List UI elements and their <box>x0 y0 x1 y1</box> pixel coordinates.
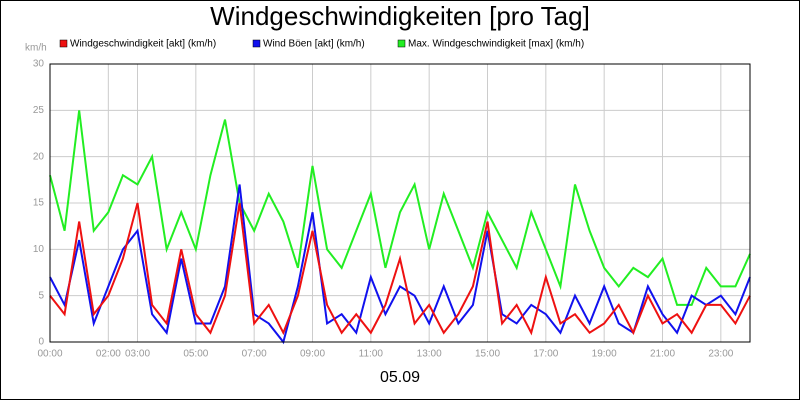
legend-swatch <box>397 39 406 48</box>
y-tick-label: 0 <box>38 337 44 348</box>
legend-label: Windgeschwindigkeit [akt] (km/h) <box>70 39 216 50</box>
x-tick-label: 05:00 <box>183 349 208 360</box>
legend-swatch <box>252 39 261 48</box>
x-label: 05.09 <box>380 369 420 386</box>
series-line <box>49 202 751 336</box>
y-tick-label: 20 <box>33 151 45 162</box>
legend-swatch <box>59 39 68 48</box>
x-tick-label: 11:00 <box>359 349 384 360</box>
plot-border <box>49 63 751 343</box>
x-tick-label: 00:00 <box>37 349 62 360</box>
y-tick-label: 30 <box>33 59 45 70</box>
x-tick-label: 03:00 <box>125 349 150 360</box>
legend-label: Max. Windgeschwindigkeit [max] (km/h) <box>408 39 584 50</box>
x-tick-label: 07:00 <box>242 349 267 360</box>
x-tick-label: 13:00 <box>417 349 442 360</box>
x-tick-label: 21:00 <box>650 349 675 360</box>
x-tick-label: 02:00 <box>96 349 121 360</box>
x-tick-label: 23:00 <box>708 349 733 360</box>
legend-label: Wind Böen [akt] (km/h) <box>263 39 365 50</box>
y-tick-label: 10 <box>33 244 45 255</box>
series-line <box>49 110 751 306</box>
y-tick-label: 25 <box>33 105 45 116</box>
x-tick-label: 17:00 <box>533 349 558 360</box>
x-tick-label: 15:00 <box>475 349 500 360</box>
y-unit: km/h <box>25 43 47 54</box>
x-tick-label: 19:00 <box>592 349 617 360</box>
y-tick-label: 5 <box>38 290 44 301</box>
x-tick-label: 09:00 <box>300 349 325 360</box>
y-tick-label: 15 <box>33 198 45 209</box>
chart-title: Windgeschwindigkeiten [pro Tag] <box>210 1 590 31</box>
